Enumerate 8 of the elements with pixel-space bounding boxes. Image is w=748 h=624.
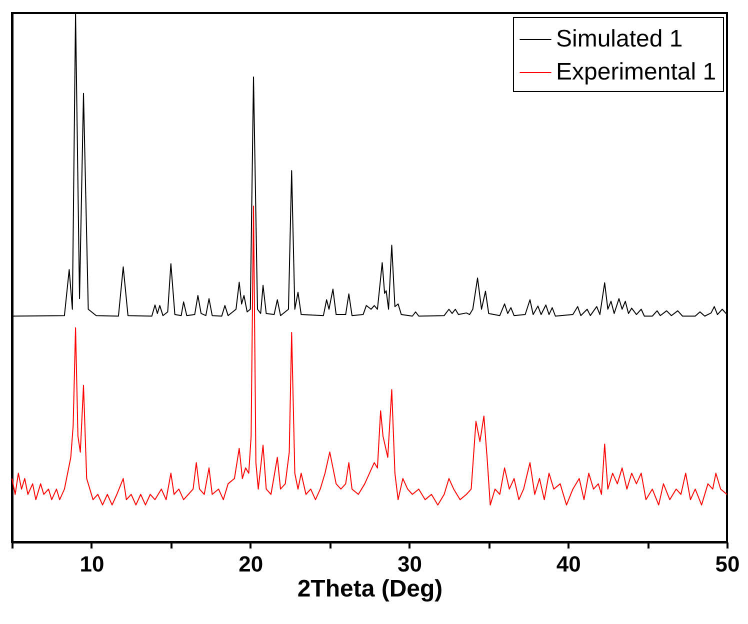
- legend-label: Experimental 1: [556, 58, 716, 86]
- legend-label: Simulated 1: [556, 26, 683, 52]
- x-tick-label: 10: [80, 552, 104, 576]
- x-tick-label: 20: [238, 552, 264, 576]
- x-tick-label: 50: [715, 552, 740, 576]
- x-tick-label: 30: [397, 552, 422, 576]
- x-axis-title: 2Theta (Deg): [297, 576, 443, 602]
- x-tick-label: 40: [556, 552, 581, 576]
